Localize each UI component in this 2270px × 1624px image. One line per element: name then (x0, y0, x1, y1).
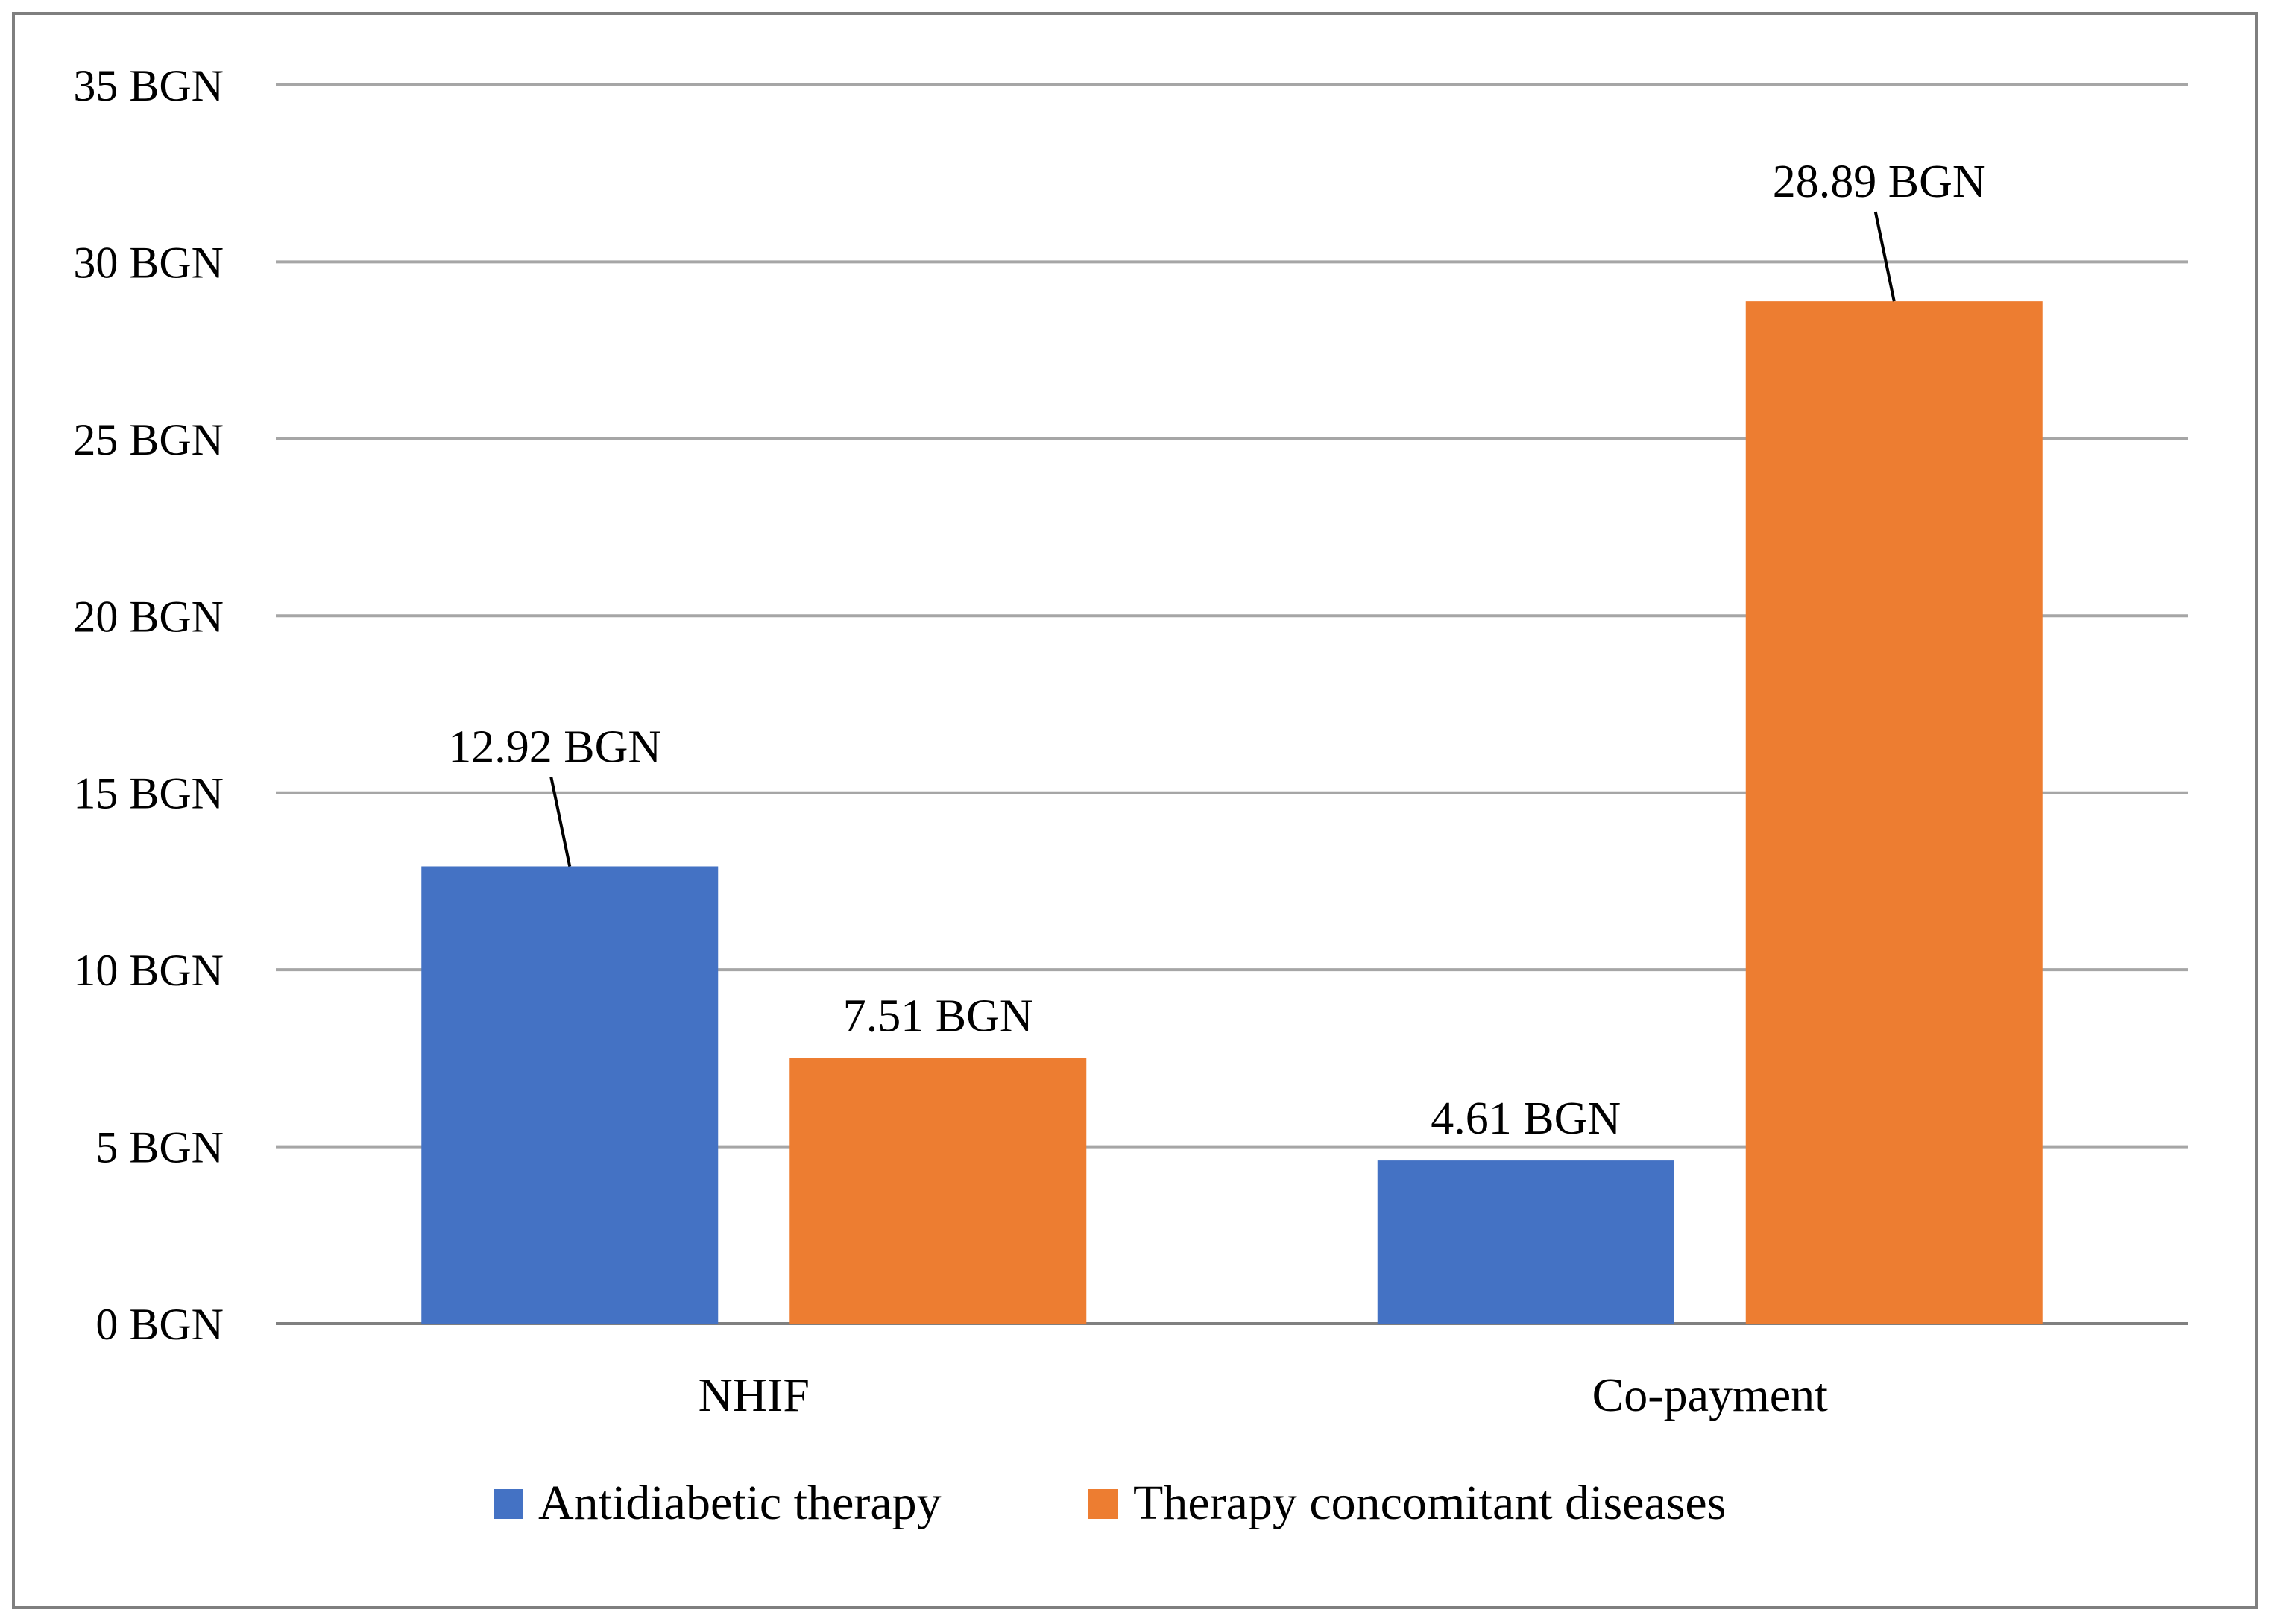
data-label: 4.61 BGN (1431, 1093, 1621, 1144)
category-label: NHIF (699, 1368, 810, 1421)
data-label: 28.89 BGN (1773, 157, 1986, 207)
x-axis-category-labels: NHIF Co-payment (699, 1368, 1829, 1421)
y-tick-label: 25 BGN (73, 415, 224, 464)
y-tick-label: 30 BGN (73, 238, 224, 287)
data-label-leader-line (549, 777, 572, 867)
y-tick-label: 15 BGN (73, 769, 224, 818)
bar-concomitant-nhif (789, 1058, 1087, 1324)
y-axis-tick-labels: 0 BGN 5 BGN 10 BGN 15 BGN 20 BGN 25 BGN 30 BGN… (73, 61, 224, 1349)
data-labels: 12.92 BGN 7.51 BGN 4.61 BGN 28.89 BGN (448, 157, 1985, 1144)
y-tick-label: 35 BGN (73, 61, 224, 110)
data-label: 12.92 BGN (448, 721, 661, 772)
legend-swatch (1088, 1489, 1118, 1519)
y-tick-label: 20 BGN (73, 592, 224, 641)
data-label-leader-line (1873, 211, 1896, 302)
bar-antidiabetic-nhif (421, 866, 719, 1324)
legend-label: Antidiabetic therapy (538, 1476, 942, 1530)
data-label: 7.51 BGN (843, 990, 1033, 1041)
bar-antidiabetic-co-payment (1377, 1160, 1674, 1324)
legend-swatch (494, 1489, 523, 1519)
y-tick-label: 10 BGN (73, 946, 224, 995)
y-tick-label: 0 BGN (95, 1300, 224, 1349)
bars (421, 301, 2043, 1324)
chart-frame (12, 12, 2258, 1609)
category-label: Co-payment (1592, 1368, 1829, 1421)
legend: Antidiabetic therapy Therapy concomitant … (494, 1476, 1726, 1530)
bar-concomitant-co-payment (1745, 301, 2043, 1324)
y-tick-label: 5 BGN (95, 1123, 224, 1172)
legend-label: Therapy concomitant diseases (1133, 1476, 1726, 1530)
